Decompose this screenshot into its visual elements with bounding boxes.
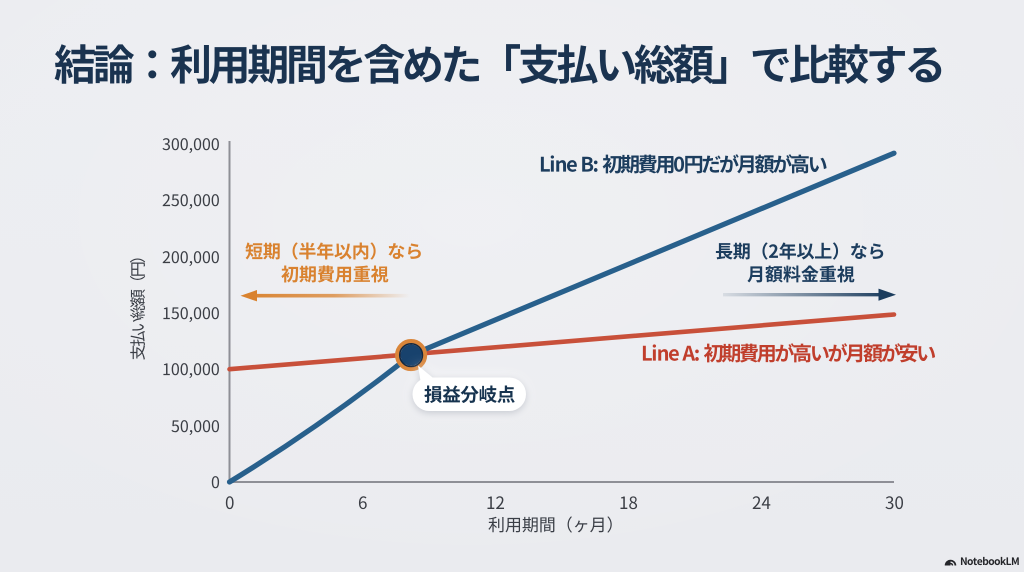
break-even-dot-orange-ring [395,339,428,372]
text-glyphs [747,265,855,283]
short-term-arrow-head [240,290,257,302]
short-term-annotation-line2: 初期費用重視 [281,265,389,285]
text-glyphs [171,419,219,435]
long-term-annotation-line2: 月額料金重視 [747,265,855,285]
text-glyphs [211,476,219,489]
text-glyphs [885,496,903,510]
text-glyphs [163,363,219,379]
y-tick-label [162,361,220,379]
tooltip-tail [418,365,435,381]
text-glyphs [487,496,504,510]
long-term-arrow-head [878,288,896,301]
x-axis-title: 利用期間（ヶ月） [488,516,624,535]
break-even-marker [395,339,428,372]
long-term-annotation-line1: 長期（2年以上）なら [715,242,885,262]
text-glyphs [960,556,1019,565]
text-glyphs [488,516,613,533]
text-glyphs [423,385,515,404]
short-term-annotation-line1: 短期（半年以内）なら [245,242,423,262]
text-glyphs [540,153,827,174]
text-glyphs [163,307,219,323]
text-glyphs [281,265,389,283]
text-glyphs [358,496,367,510]
notebooklm-icon [944,559,957,565]
y-tick-label [162,249,220,267]
series-lines [226,150,897,485]
x-tick-label [885,494,904,513]
text-glyphs [162,194,219,210]
annotation-arrows [240,288,896,302]
text-glyphs [225,496,234,510]
text-glyphs [162,137,219,153]
x-tick-label [358,494,367,513]
series-line-line-a [227,312,897,372]
line-a-label: Line A: 初期費用が高いが月額が安い [641,343,935,365]
break-even-tooltip-label: 損益分岐点 [423,385,515,406]
y-tick-label [162,136,220,154]
line-b-label: Line B: 初期費用0円だが月額が高い [539,153,827,176]
series-line-line-b [226,150,897,485]
axes [228,141,894,483]
x-tick-label [752,494,771,513]
y-axis-title: 支払い総額（円） [129,249,148,360]
x-tick-label [225,494,234,513]
text-glyphs [642,343,935,363]
axis-lines [228,141,894,483]
text-glyphs [54,43,942,84]
text-glyphs [245,242,422,261]
y-tick-label [162,192,220,210]
text-glyphs [715,242,883,261]
text-glyphs [752,496,771,510]
y-tick-label [171,418,220,436]
text-glyphs [162,250,219,266]
x-tick-label [486,494,505,513]
x-tick-label [619,494,638,513]
y-tick-label [211,474,220,492]
text-glyphs [129,258,146,360]
notebooklm-logo-text: NotebookLM [960,556,1019,567]
break-even-dot-core [400,344,422,366]
y-tick-label [162,305,220,323]
slide-title: 結論：利用期間を含めた「支払い総額」で比較する [54,43,943,90]
text-glyphs [620,496,637,510]
